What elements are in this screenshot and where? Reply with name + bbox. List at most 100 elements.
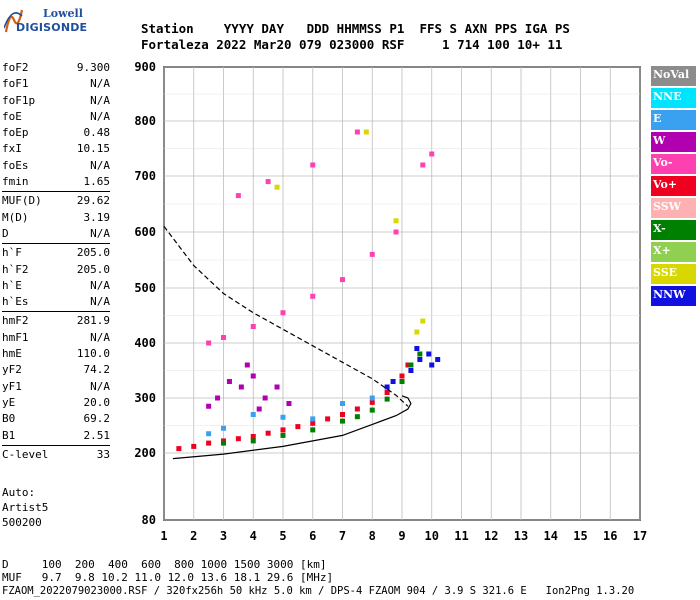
y-tick-label: 600 xyxy=(134,225,156,239)
echo-point xyxy=(262,395,268,401)
param-value: 110.0 xyxy=(76,347,110,361)
param-name: h`F2 xyxy=(2,262,29,276)
footer-muf-row: MUF 9.7 9.8 10.2 11.0 12.0 13.6 18.1 29.… xyxy=(2,571,334,584)
echo-point xyxy=(399,373,405,379)
x-tick-label: 16 xyxy=(603,529,617,543)
param-value: 20.0 xyxy=(83,395,111,409)
echo-point xyxy=(414,346,420,351)
echo-point xyxy=(429,362,435,368)
echo-point xyxy=(250,412,256,417)
echo-point xyxy=(408,368,414,373)
echo-point xyxy=(408,362,414,368)
y-tick-label: 200 xyxy=(134,446,156,460)
param-value: 69.2 xyxy=(83,412,111,426)
param-row: foF2 9.300 xyxy=(2,60,110,76)
echo-point xyxy=(235,436,241,442)
echo-point xyxy=(274,184,280,190)
echo-point xyxy=(393,218,399,224)
param-name: yF1 xyxy=(2,379,22,393)
x-tick-label: 4 xyxy=(250,529,257,543)
echo-point xyxy=(420,318,426,324)
echo-point xyxy=(310,416,316,422)
echo-point xyxy=(286,401,292,406)
param-name: hmF2 xyxy=(2,314,29,328)
x-tick-label: 6 xyxy=(309,529,316,543)
x-tick-label: 2 xyxy=(190,529,197,543)
param-row: h`Es N/A xyxy=(2,294,110,310)
param-row: h`E N/A xyxy=(2,278,110,294)
echo-point xyxy=(384,390,390,395)
param-value: 205.0 xyxy=(76,262,110,276)
param-name: hmF1 xyxy=(2,330,29,344)
param-name: yF2 xyxy=(2,363,22,377)
echo-point xyxy=(206,440,212,446)
x-tick-label: 13 xyxy=(514,529,528,543)
x-tick-label: 10 xyxy=(425,529,439,543)
echo-point xyxy=(393,229,399,235)
x-tick-label: 12 xyxy=(484,529,498,543)
param-name: foF1 xyxy=(2,77,29,91)
x-tick-label: 17 xyxy=(633,529,647,543)
echo-point xyxy=(369,395,375,401)
auto-scaling-info: Auto: Artist5 500200 xyxy=(2,485,48,530)
echo-point xyxy=(280,414,286,420)
echo-point xyxy=(250,438,256,444)
x-tick-label: 3 xyxy=(220,529,227,543)
param-row: yF2 74.2 xyxy=(2,362,110,378)
x-tick-label: 5 xyxy=(279,529,286,543)
echo-point xyxy=(280,432,286,438)
legend-item: NoVal xyxy=(651,66,696,88)
echo-point xyxy=(340,277,345,283)
logo-text-lowell: Lowell xyxy=(43,7,83,20)
param-name: foEp xyxy=(2,126,29,140)
param-name: h`Es xyxy=(2,295,29,309)
echo-point xyxy=(280,310,286,316)
param-name: yE xyxy=(2,395,16,409)
echo-point xyxy=(390,379,396,384)
param-value: 205.0 xyxy=(76,246,110,260)
param-row: foEp 0.48 xyxy=(2,125,110,141)
param-value: N/A xyxy=(90,330,110,344)
echo-point xyxy=(384,396,390,402)
param-name: C-level xyxy=(2,447,49,461)
echo-point xyxy=(417,351,423,357)
y-tick-label: 900 xyxy=(134,60,156,74)
echo-point xyxy=(429,151,435,157)
param-row: fxI 10.15 xyxy=(2,141,110,157)
x-tick-label: 1 xyxy=(160,529,167,543)
echo-point xyxy=(369,399,375,405)
auto-program: Artist5 xyxy=(2,501,49,514)
param-value: N/A xyxy=(90,158,110,172)
param-value: N/A xyxy=(90,379,110,393)
param-name: foE xyxy=(2,109,22,123)
param-row: foF1p N/A xyxy=(2,93,110,109)
logo-text-digisonde: DIGISONDE xyxy=(16,21,88,34)
param-separator xyxy=(2,311,110,313)
param-row: fmin 1.65 xyxy=(2,174,110,190)
echo-point xyxy=(310,162,316,168)
param-row: MUF(D) 29.62 xyxy=(2,193,110,209)
echo-point xyxy=(280,427,286,433)
echo-point xyxy=(340,401,345,406)
x-tick-label: 11 xyxy=(454,529,468,543)
y-tick-label: 500 xyxy=(134,281,156,295)
param-value: 29.62 xyxy=(76,194,110,208)
param-row: hmF1 N/A xyxy=(2,330,110,346)
param-separator xyxy=(2,444,110,446)
echo-point xyxy=(250,324,256,329)
profile-curve xyxy=(172,395,412,460)
echo-point xyxy=(310,293,316,299)
param-value: 0.48 xyxy=(83,126,111,140)
param-name: M(D) xyxy=(2,210,29,224)
param-row: B1 2.51 xyxy=(2,428,110,444)
x-tick-label: 9 xyxy=(398,529,405,543)
y-tick-label: 700 xyxy=(134,169,156,183)
x-tick-label: 8 xyxy=(369,529,376,543)
param-name: D xyxy=(2,226,9,240)
logo-wave-icon xyxy=(4,9,24,33)
echo-point xyxy=(221,335,226,340)
y-tick-label: 300 xyxy=(134,391,156,405)
param-name: foF1p xyxy=(2,93,36,107)
echo-point xyxy=(417,357,423,362)
